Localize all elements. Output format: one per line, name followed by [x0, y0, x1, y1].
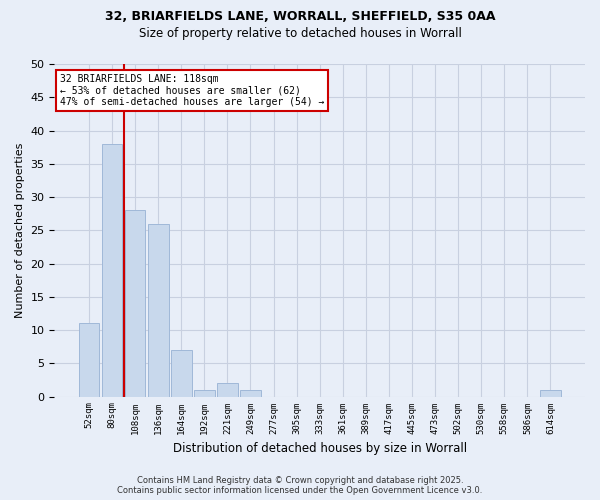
Text: 32 BRIARFIELDS LANE: 118sqm
← 53% of detached houses are smaller (62)
47% of sem: 32 BRIARFIELDS LANE: 118sqm ← 53% of det…: [60, 74, 324, 107]
Bar: [101, 144, 122, 397]
Bar: [194, 390, 215, 396]
Text: 32, BRIARFIELDS LANE, WORRALL, SHEFFIELD, S35 0AA: 32, BRIARFIELDS LANE, WORRALL, SHEFFIELD…: [105, 10, 495, 23]
Bar: [148, 224, 169, 396]
Bar: [540, 390, 561, 396]
X-axis label: Distribution of detached houses by size in Worrall: Distribution of detached houses by size …: [173, 442, 467, 455]
Bar: [171, 350, 191, 397]
Y-axis label: Number of detached properties: Number of detached properties: [15, 142, 25, 318]
Text: Contains HM Land Registry data © Crown copyright and database right 2025.
Contai: Contains HM Land Registry data © Crown c…: [118, 476, 482, 495]
Bar: [217, 384, 238, 396]
Bar: [79, 324, 99, 396]
Bar: [125, 210, 145, 396]
Bar: [240, 390, 261, 396]
Text: Size of property relative to detached houses in Worrall: Size of property relative to detached ho…: [139, 28, 461, 40]
